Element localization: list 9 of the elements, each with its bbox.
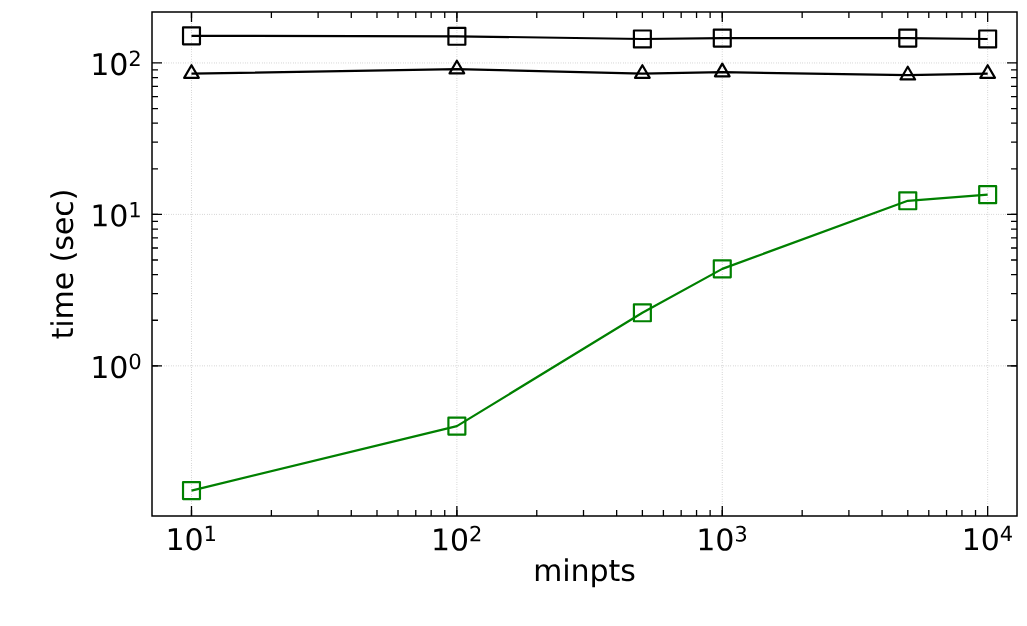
x-tick-label: 10$^{3}$	[699, 525, 747, 551]
y-axis-title: time (sec)	[50, 191, 77, 339]
x-tick-label: 10$^{2}$	[434, 525, 481, 551]
y-tick-label: 10$^{2}$	[93, 50, 140, 76]
y-tick-label: 10$^{1}$	[93, 202, 140, 227]
x-axis-title: minpts	[535, 558, 635, 588]
x-tick-label: 10$^{1}$	[168, 525, 215, 551]
y-tick-label: 10$^{0}$	[93, 353, 141, 379]
x-tick-label: 10$^{4}$	[965, 525, 1012, 551]
